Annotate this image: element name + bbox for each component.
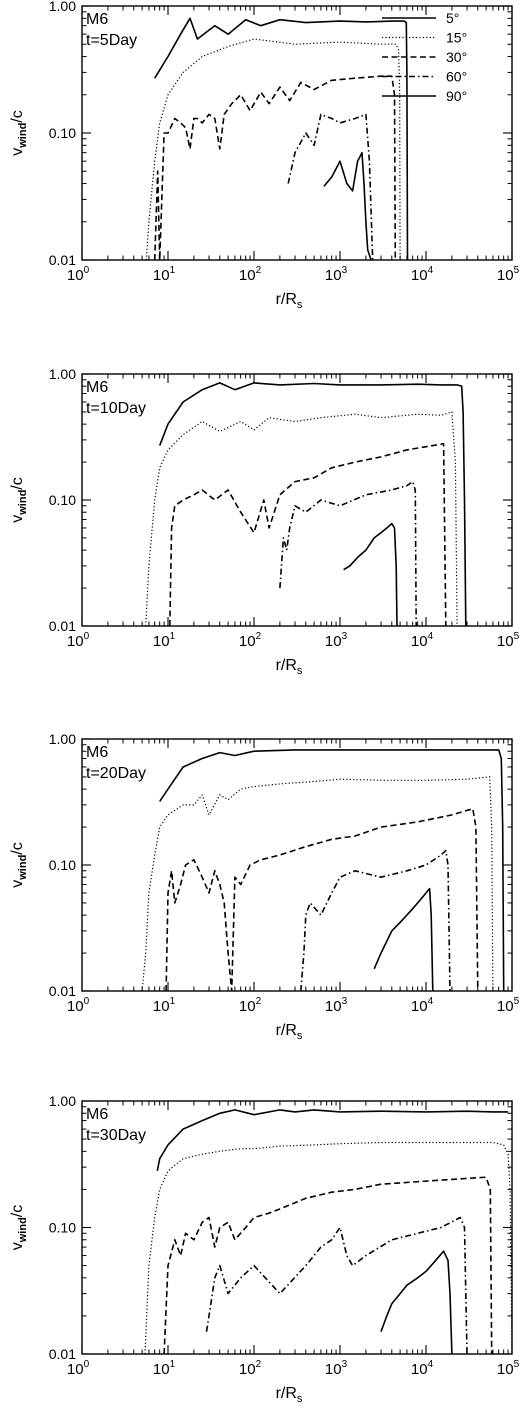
series-line-3 xyxy=(153,75,397,260)
series-line-4 xyxy=(205,1216,468,1354)
x-tick-label: 100 xyxy=(67,631,90,650)
series-line-1 xyxy=(159,749,505,991)
series-line-2 xyxy=(145,38,401,260)
x-tick-label: 104 xyxy=(411,631,434,650)
panel-annotation: M6 xyxy=(86,11,108,28)
series-line-5 xyxy=(373,887,434,991)
panel-annotation: t=5Day xyxy=(86,32,137,49)
y-tick-label: 1.00 xyxy=(49,1093,76,1109)
series-line-3 xyxy=(163,1176,493,1354)
x-tick-label: 100 xyxy=(67,265,90,284)
y-tick-label: 0.10 xyxy=(49,1220,76,1236)
x-axis-label: r/Rs xyxy=(276,291,303,311)
panel-annotation: t=20Day xyxy=(86,765,146,782)
x-axis-label: r/Rs xyxy=(276,1022,303,1042)
y-axis-label: vwind/c xyxy=(9,477,29,523)
y-tick-label: 0.01 xyxy=(49,983,76,999)
x-tick-label: 101 xyxy=(153,631,176,650)
plot-frame xyxy=(81,738,513,992)
x-tick-label: 100 xyxy=(67,996,90,1015)
series-line-2 xyxy=(141,776,494,991)
x-tick-label: 105 xyxy=(497,631,520,650)
y-tick-label: 0.10 xyxy=(49,857,76,873)
y-tick-label: 1.00 xyxy=(49,0,76,14)
series-line-3 xyxy=(169,442,447,626)
y-tick-label: 0.10 xyxy=(49,492,76,508)
legend-label: 30° xyxy=(446,49,467,65)
x-tick-label: 102 xyxy=(239,631,262,650)
series-line-4 xyxy=(279,480,417,626)
chart-panel-4: 100 101 102 103 104 105 1.00 0.10 0.01 r/Rs vwind/… xyxy=(9,1093,520,1405)
x-tick-label: 101 xyxy=(153,996,176,1015)
series-line-5 xyxy=(343,522,398,626)
series-line-2 xyxy=(144,1141,512,1354)
series-line-1 xyxy=(156,1109,509,1172)
y-tick-label: 1.00 xyxy=(49,731,76,747)
x-tick-label: 103 xyxy=(325,631,348,650)
y-axis-label: vwind/c xyxy=(9,110,29,156)
x-tick-label: 103 xyxy=(325,265,348,284)
legend: 5° 15° 30° 60° 90° xyxy=(382,10,467,104)
x-tick-label: 102 xyxy=(239,265,262,284)
x-tick-label: 103 xyxy=(325,1359,348,1378)
series-line-4 xyxy=(300,849,451,991)
chart-panel-3: 100 101 102 103 104 105 1.00 0.10 0.01 r/Rs vwind/… xyxy=(9,731,520,1042)
series-line-4 xyxy=(287,113,374,260)
panel-annotation: M6 xyxy=(86,1106,108,1123)
series-line-1 xyxy=(154,17,409,260)
x-tick-label: 101 xyxy=(153,1359,176,1378)
legend-label: 90° xyxy=(446,88,467,104)
y-tick-label: 0.01 xyxy=(49,618,76,634)
panel-annotation: M6 xyxy=(86,744,108,761)
x-tick-label: 102 xyxy=(239,996,262,1015)
legend-label: 60° xyxy=(446,69,467,85)
x-tick-label: 105 xyxy=(497,1359,520,1378)
series-line-5 xyxy=(380,1250,453,1354)
x-tick-label: 103 xyxy=(325,996,348,1015)
legend-label: 5° xyxy=(446,10,459,26)
y-tick-label: 0.01 xyxy=(49,252,76,268)
x-tick-label: 105 xyxy=(497,996,520,1015)
y-axis-label: vwind/c xyxy=(9,1205,29,1251)
x-tick-label: 105 xyxy=(497,265,520,284)
series-line-3 xyxy=(165,807,479,991)
series-line-5 xyxy=(323,151,372,260)
x-axis-label: r/Rs xyxy=(276,1385,303,1405)
chart-panel-2: 100 101 102 103 104 105 1.00 0.10 0.01 r/Rs vwind/… xyxy=(9,366,520,677)
panel-annotation: t=30Day xyxy=(86,1127,146,1144)
y-tick-label: 0.10 xyxy=(49,125,76,141)
x-tick-label: 104 xyxy=(411,1359,434,1378)
x-tick-label: 104 xyxy=(411,265,434,284)
y-tick-label: 1.00 xyxy=(49,366,76,382)
chart-panel-1: 100 101 102 103 104 105 1.00 0.10 0.01 r/Rs vwind/… xyxy=(9,0,520,311)
y-tick-label: 0.01 xyxy=(49,1346,76,1362)
panel-annotation: M6 xyxy=(86,379,108,396)
plot-frame xyxy=(81,373,513,627)
x-tick-label: 100 xyxy=(67,1359,90,1378)
x-tick-label: 101 xyxy=(153,265,176,284)
series-line-1 xyxy=(158,382,467,626)
series-line-2 xyxy=(145,411,458,626)
legend-label: 15° xyxy=(446,30,467,46)
y-axis-label: vwind/c xyxy=(9,842,29,888)
x-tick-label: 102 xyxy=(239,1359,262,1378)
x-axis-label: r/Rs xyxy=(276,657,303,677)
panel-annotation: t=10Day xyxy=(86,400,146,417)
x-tick-label: 104 xyxy=(411,996,434,1015)
